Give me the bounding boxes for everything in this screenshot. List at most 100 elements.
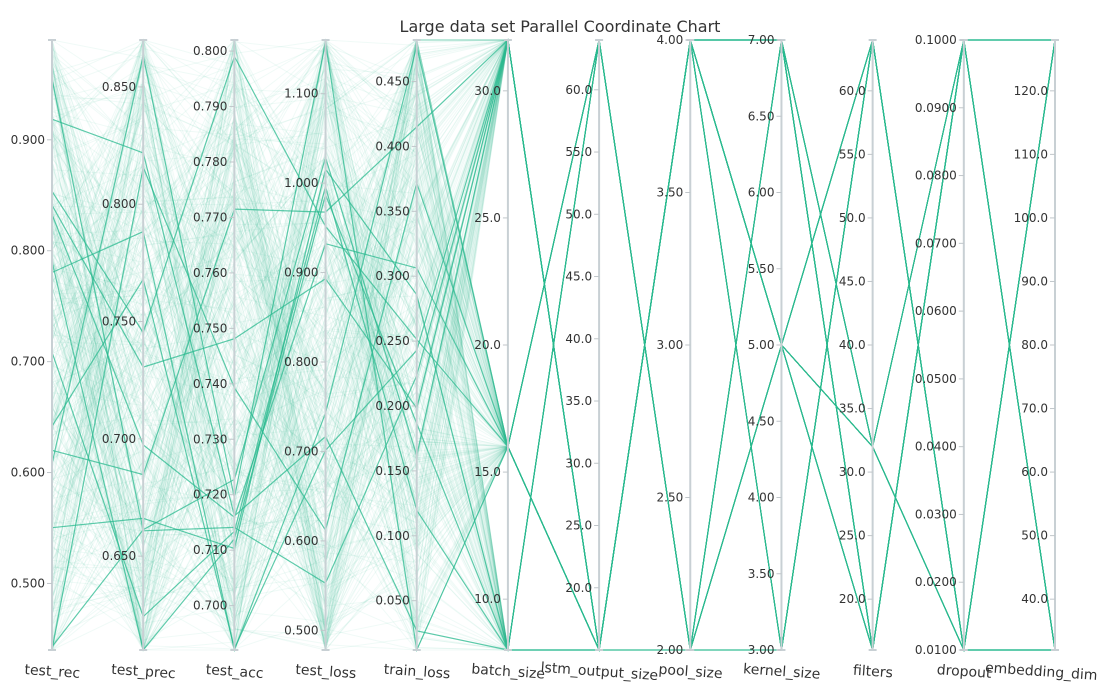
tick-label: 60.0 — [565, 83, 592, 97]
tick-label: 40.0 — [1021, 592, 1048, 606]
tick-label: 80.0 — [1021, 338, 1048, 352]
axis-embedding-dim[interactable]: 40.0 50.0 60.0 70.0 80.0 90.0 100.0 110.0 120.0 e… — [985, 39, 1098, 684]
axis-filters[interactable]: 20.0 25.0 30.0 35.0 40.0 45.0 50.0 55.0 60.0 filt… — [839, 39, 893, 682]
axis-pool-size[interactable]: 2.00 2.50 3.00 3.50 4.00 pool_size — [657, 33, 724, 682]
tick-label: 0.850 — [102, 80, 136, 94]
tick-label: 60.0 — [839, 84, 866, 98]
tick-label: 0.0400 — [915, 440, 957, 454]
tick-label: 55.0 — [839, 147, 866, 161]
tick-label: 0.0500 — [915, 372, 957, 386]
tick-label: 0.400 — [375, 139, 409, 153]
axis-kernel-size[interactable]: 3.00 3.50 4.00 4.50 5.00 5.50 6.00 6.50 7.00 kern… — [743, 33, 821, 683]
tick-label: 1.100 — [284, 87, 318, 101]
tick-label: 0.100 — [375, 529, 409, 543]
tick-label: 0.050 — [375, 594, 409, 608]
tick-label: 120.0 — [1014, 84, 1048, 98]
tick-label: 0.900 — [284, 266, 318, 280]
tick-label: 3.50 — [657, 186, 684, 200]
tick-label: 0.450 — [375, 75, 409, 89]
data-line — [51, 39, 1056, 651]
tick-label: 0.700 — [102, 432, 136, 446]
tick-label: 0.720 — [193, 488, 227, 502]
axis-label: filters — [852, 663, 893, 682]
tick-label: 5.00 — [748, 338, 775, 352]
tick-label: 20.0 — [839, 592, 866, 606]
tick-label: 3.00 — [748, 643, 775, 657]
tick-label: 0.0200 — [915, 575, 957, 589]
tick-label: 30.0 — [474, 84, 501, 98]
tick-label: 1.000 — [284, 176, 318, 190]
axis-test-acc[interactable]: 0.700 0.710 0.720 0.730 0.740 0.750 0.760 0.770… — [193, 39, 264, 682]
tick-label: 100.0 — [1014, 211, 1048, 225]
tick-label: 90.0 — [1021, 274, 1048, 288]
tick-label: 50.0 — [1021, 529, 1048, 543]
tick-label: 0.700 — [284, 444, 318, 458]
tick-label: 0.1000 — [915, 33, 957, 47]
tick-label: 0.650 — [102, 549, 136, 563]
tick-label: 35.0 — [839, 402, 866, 416]
tick-label: 6.50 — [748, 109, 775, 123]
tick-label: 0.730 — [193, 432, 227, 446]
tick-label: 4.00 — [748, 491, 775, 505]
axis-train-loss[interactable]: 0.050 0.100 0.150 0.200 0.250 0.300 0.350 0.400… — [375, 39, 451, 683]
tick-label: 5.50 — [748, 262, 775, 276]
tick-label: 0.780 — [193, 155, 227, 169]
tick-label: 30.0 — [839, 465, 866, 479]
tick-label: 0.0300 — [915, 507, 957, 521]
tick-label: 0.0600 — [915, 304, 957, 318]
tick-label: 50.0 — [565, 207, 592, 221]
tick-label: 4.00 — [657, 33, 684, 47]
tick-label: 20.0 — [474, 338, 501, 352]
tick-label: 3.00 — [657, 338, 684, 352]
axis-label: test_acc — [205, 662, 264, 682]
axis-test-rec[interactable]: 0.500 0.600 0.700 0.800 0.900 test_rec — [11, 39, 81, 682]
tick-label: 50.0 — [839, 211, 866, 225]
tick-label: 40.0 — [839, 338, 866, 352]
tick-label: 0.790 — [193, 100, 227, 114]
tick-label: 0.750 — [193, 321, 227, 335]
axis-label: embedding_dim — [985, 660, 1098, 684]
tick-label: 15.0 — [474, 465, 501, 479]
tick-label: 0.710 — [193, 543, 227, 557]
tick-label: 0.300 — [375, 269, 409, 283]
tick-label: 0.760 — [193, 266, 227, 280]
tick-label: 70.0 — [1021, 402, 1048, 416]
axis-test-prec[interactable]: 0.650 0.700 0.750 0.800 0.850 test_prec — [102, 39, 176, 682]
axis-batch-size[interactable]: 10.0 15.0 20.0 25.0 30.0 batch_size — [471, 39, 546, 683]
tick-label: 0.800 — [102, 197, 136, 211]
axis-test-loss[interactable]: 0.500 0.600 0.700 0.800 0.900 1.000 1.100 test_… — [284, 39, 357, 682]
axis-label: train_loss — [383, 662, 451, 683]
chart-title: Large data set Parallel Coordinate Chart — [399, 17, 721, 36]
tick-label: 35.0 — [565, 394, 592, 408]
tick-label: 20.0 — [565, 581, 592, 595]
tick-label: 0.770 — [193, 210, 227, 224]
axis-label: batch_size — [471, 661, 546, 682]
tick-label: 25.0 — [839, 529, 866, 543]
tick-label: 0.750 — [102, 315, 136, 329]
axis-label: kernel_size — [743, 661, 821, 682]
tick-label: 0.800 — [11, 244, 45, 258]
axis-label: pool_size — [658, 662, 723, 682]
tick-label: 0.0700 — [915, 236, 957, 250]
tick-label: 0.600 — [11, 466, 45, 480]
axis-dropout[interactable]: 0.0100 0.0200 0.0300 0.0400 0.0500 0.0600 0.07… — [915, 33, 993, 682]
tick-label: 0.700 — [193, 599, 227, 613]
tick-label: 0.150 — [375, 464, 409, 478]
axes: 0.5000.6000.7000.8000.900test_rec0.6500.… — [11, 33, 1098, 684]
tick-label: 7.00 — [748, 33, 775, 47]
tick-label: 2.50 — [657, 491, 684, 505]
axis-label: test_rec — [24, 662, 81, 682]
tick-label: 0.900 — [11, 133, 45, 147]
axis-label: dropout — [936, 662, 992, 682]
tick-label: 25.0 — [565, 519, 592, 533]
data-line — [51, 39, 1055, 651]
axis-lstm-output-size[interactable]: 20.0 25.0 30.0 35.0 40.0 45.0 50.0 55.0 60.0 lstm… — [540, 39, 659, 684]
tick-label: 25.0 — [474, 211, 501, 225]
tick-label: 2.00 — [657, 643, 684, 657]
tick-label: 55.0 — [565, 145, 592, 159]
axis-label: test_prec — [111, 662, 176, 682]
tick-label: 0.700 — [11, 355, 45, 369]
tick-label: 40.0 — [565, 332, 592, 346]
tick-label: 0.250 — [375, 334, 409, 348]
